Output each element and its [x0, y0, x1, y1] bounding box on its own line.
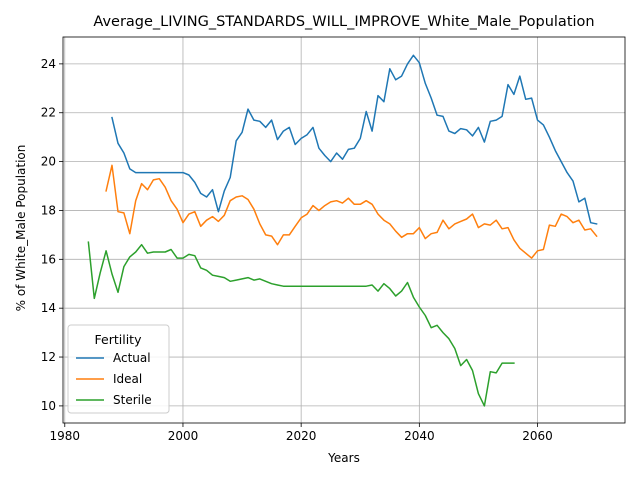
legend-title: Fertility	[95, 332, 143, 347]
legend-entries: Actual Ideal Sterile	[76, 351, 152, 407]
x-tick-label: 2040	[404, 429, 435, 443]
series-lines	[87, 54, 598, 407]
y-tick-label: 14	[41, 301, 56, 315]
y-tick-label: 16	[41, 252, 56, 266]
y-tick-label: 10	[41, 399, 56, 413]
y-tick-label: 12	[41, 350, 56, 364]
grid-lines	[63, 37, 625, 423]
legend-label-sterile: Sterile	[113, 393, 152, 407]
plot-frame	[62, 36, 626, 424]
y-tick-label: 18	[41, 203, 56, 217]
x-tick-label: 2000	[168, 429, 199, 443]
y-tick-label: 24	[41, 57, 56, 71]
x-tick-label: 1980	[49, 429, 80, 443]
legend-box	[67, 324, 170, 414]
series-line-ideal	[105, 164, 598, 259]
x-tick-label: 2020	[286, 429, 317, 443]
y-axis-ticks: 10 12 14 16 18 20 22 24	[41, 57, 63, 413]
legend: Fertility Actual Ideal Sterile	[67, 324, 170, 414]
x-axis-ticks: 1980 2000 2020 2040 2060	[49, 423, 553, 443]
x-tick-label: 2060	[522, 429, 553, 443]
legend-label-actual: Actual	[113, 351, 151, 365]
y-axis-label: % of White_Male Population	[14, 145, 28, 312]
y-tick-label: 20	[41, 155, 56, 169]
series-line-sterile	[87, 241, 515, 407]
legend-label-ideal: Ideal	[113, 372, 142, 386]
chart-title: Average_LIVING_STANDARDS_WILL_IMPROVE_Wh…	[93, 14, 594, 30]
series-line-actual	[111, 54, 598, 225]
y-tick-label: 22	[41, 106, 56, 120]
x-axis-label: Years	[327, 451, 360, 465]
